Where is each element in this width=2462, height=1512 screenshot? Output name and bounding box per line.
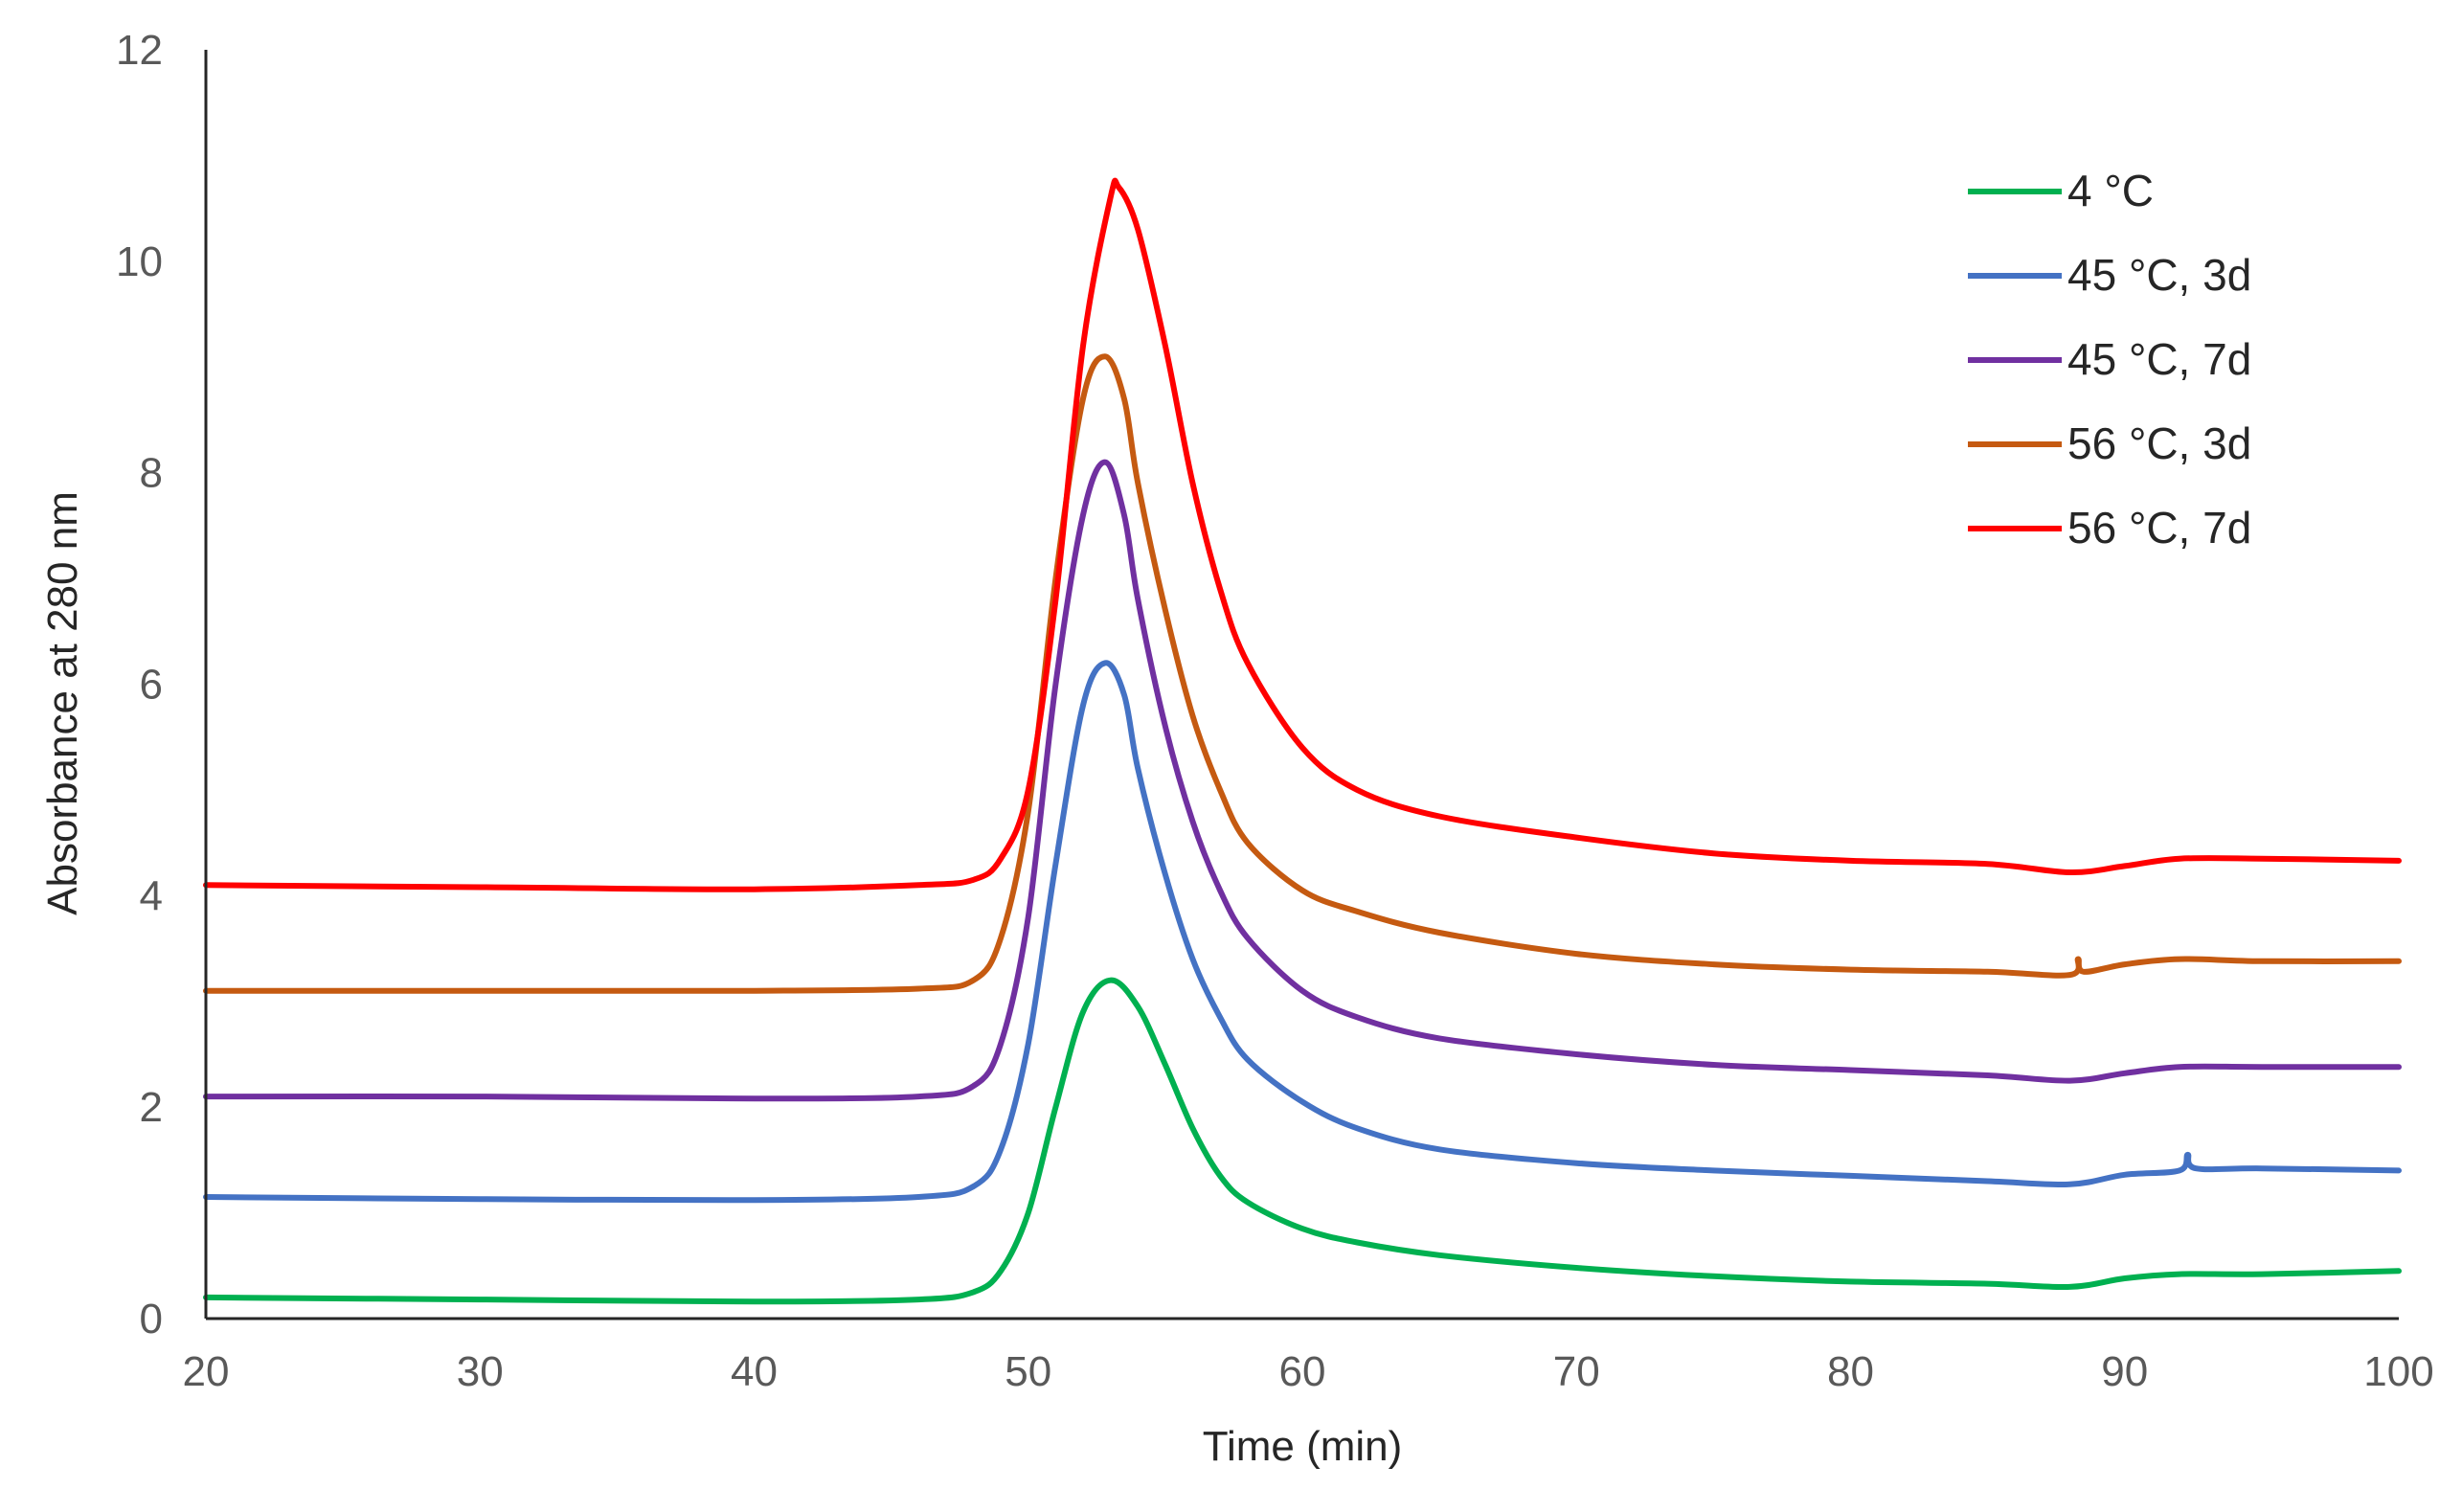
series-line-2 [203, 459, 2402, 1102]
x-axis-title: Time (min) [1203, 1423, 1403, 1470]
y-tick-label: 10 [116, 238, 163, 285]
y-tick-label: 0 [140, 1296, 163, 1343]
y-tick-label: 6 [140, 662, 163, 709]
x-tick-label: 40 [731, 1348, 778, 1395]
y-tick-labels: 0 2 4 6 8 10 12 [116, 27, 163, 1343]
series-line-3 [203, 353, 2402, 994]
legend-label: 45 °C, 7d [2067, 334, 2251, 384]
y-tick-label: 8 [140, 450, 163, 497]
y-tick-label: 12 [116, 27, 163, 74]
x-tick-label: 60 [1279, 1348, 1326, 1395]
legend-label: 45 °C, 3d [2067, 250, 2251, 300]
legend-label: 4 °C [2067, 166, 2154, 215]
x-tick-label: 70 [1553, 1348, 1600, 1395]
legend: 4 °C 45 °C, 3d 45 °C, 7d 56 °C, 3d 56 °C, 7d [1968, 166, 2251, 553]
x-tick-label: 100 [2363, 1348, 2433, 1395]
x-tick-label: 80 [1827, 1348, 1874, 1395]
y-tick-label: 4 [140, 872, 163, 919]
y-axis-title: Absorbance at 280 nm [39, 491, 86, 915]
series-line-0 [203, 977, 2402, 1305]
x-tick-label: 90 [2101, 1348, 2148, 1395]
legend-label: 56 °C, 7d [2067, 503, 2251, 553]
x-tick-label: 30 [457, 1348, 504, 1395]
series-lines [203, 177, 2402, 1305]
x-tick-label: 20 [183, 1348, 230, 1395]
series-line-4 [203, 177, 2402, 892]
series-line-1 [203, 660, 2402, 1204]
x-tick-labels: 20 30 40 50 60 70 80 90 100 [183, 1348, 2434, 1395]
legend-label: 56 °C, 3d [2067, 418, 2251, 468]
x-tick-label: 50 [1005, 1348, 1051, 1395]
y-tick-label: 2 [140, 1084, 163, 1131]
